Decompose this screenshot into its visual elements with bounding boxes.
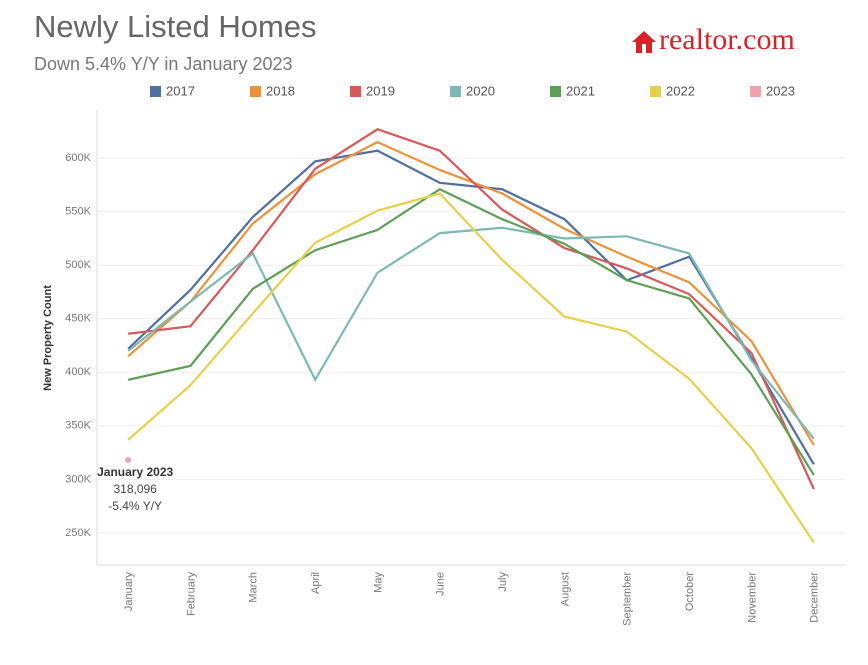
x-tick-label: July [497,572,509,592]
legend-swatch [150,86,161,97]
legend-label: 2019 [366,83,395,98]
x-tick-label: November [746,572,758,623]
legend-label: 2020 [466,83,495,98]
series-line [127,140,815,446]
y-tick-label: 300K [65,473,91,485]
x-tick-label: September [622,572,634,626]
y-tick-label: 350K [65,420,91,432]
legend-swatch [350,86,361,97]
annotation-title: January 2023 [97,465,173,479]
legend-label: 2021 [566,83,595,98]
logo-door [642,44,646,53]
x-tick-label: May [372,572,384,593]
series-line [127,226,815,440]
y-tick-label: 550K [65,206,91,218]
chart-subtitle: Down 5.4% Y/Y in January 2023 [34,54,293,74]
series-point [125,456,132,463]
y-tick-label: 600K [65,152,91,164]
y-tick-label: 500K [65,259,91,271]
x-tick-label: June [435,572,447,596]
series-line [127,192,815,544]
x-tick-label: April [310,572,322,594]
logo-text: realtor.com [659,23,795,56]
x-tick-label: March [248,572,260,603]
y-tick-label: 450K [65,313,91,325]
legend-swatch [450,86,461,97]
y-tick-label: 250K [65,527,91,539]
legend-label: 2018 [266,83,295,98]
legend-swatch [250,86,261,97]
series-line [127,187,815,476]
logo: realtor.com [632,23,795,56]
legend-label: 2023 [766,83,795,98]
legend-swatch [650,86,661,97]
legend-label: 2017 [166,83,195,98]
chart-title: Newly Listed Homes [34,9,317,44]
x-tick-label: December [809,572,821,623]
annotation-change: -5.4% Y/Y [108,499,162,513]
legend-label: 2022 [666,83,695,98]
x-tick-label: August [559,572,571,606]
y-tick-label: 400K [65,366,91,378]
x-tick-label: October [684,572,696,611]
logo-icon [632,31,656,53]
series-line [128,128,815,490]
x-tick-label: January [123,572,135,612]
data-label: 318,096 [113,482,157,496]
series-line [127,149,815,465]
legend-swatch [750,86,761,97]
y-axis-label: New Property Count [42,285,54,391]
legend-swatch [550,86,561,97]
x-tick-label: February [185,572,197,617]
